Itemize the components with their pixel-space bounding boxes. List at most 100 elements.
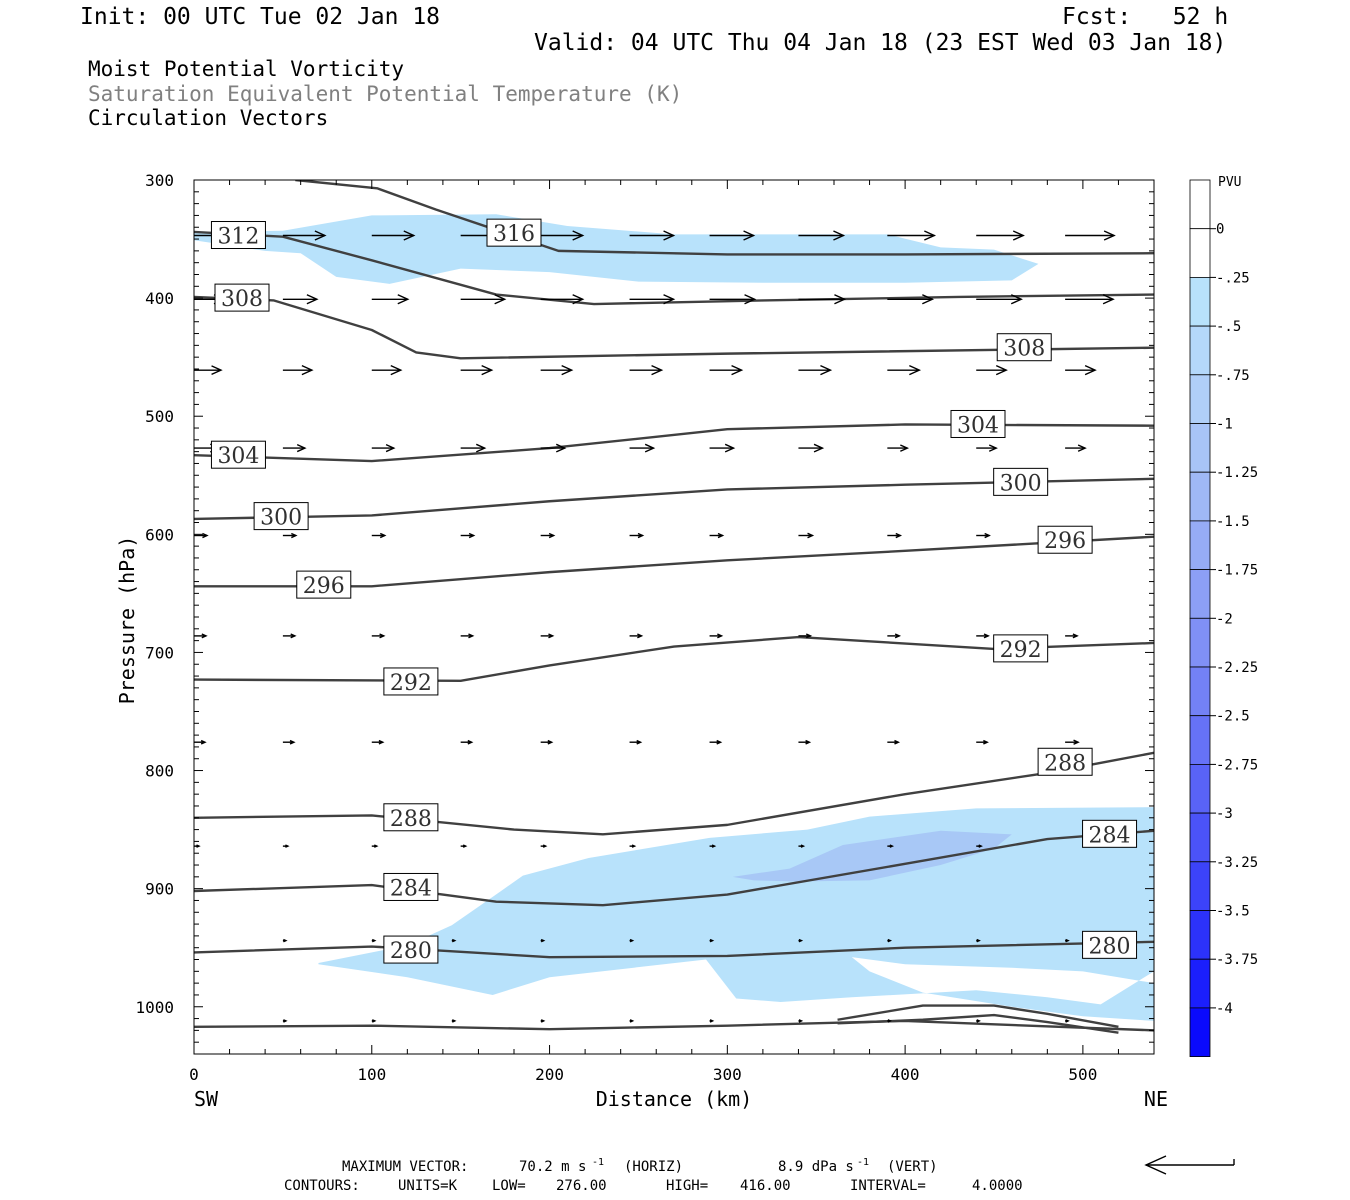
circulation-vector — [460, 294, 507, 305]
circulation-vector — [976, 294, 1023, 305]
contour-label-box — [1037, 525, 1093, 554]
contours-interval-label: INTERVAL= — [850, 1178, 926, 1194]
contour-label: 280 — [390, 939, 432, 964]
contour-label: 288 — [390, 807, 432, 832]
circulation-vector — [887, 365, 922, 376]
circulation-vector — [887, 739, 901, 745]
circulation-vector — [887, 633, 902, 639]
contour-label: 292 — [1000, 638, 1042, 663]
circulation-vector — [282, 365, 314, 376]
circulation-vector — [460, 443, 487, 453]
circulation-vector — [282, 1019, 288, 1023]
circulation-vector — [540, 294, 585, 305]
circulation-vector — [798, 844, 806, 848]
contours-units: UNITS=K — [398, 1178, 458, 1194]
circulation-vector — [194, 365, 223, 376]
contour-316 — [295, 180, 1154, 256]
circulation-vector — [371, 294, 410, 305]
circulation-vector — [709, 739, 723, 745]
circulation-vector — [798, 739, 812, 745]
colorbar-label: -2.5 — [1216, 709, 1250, 725]
x-axis-title: Distance (km) — [596, 1087, 753, 1111]
circulation-vector — [1065, 444, 1087, 452]
circulation-vector — [282, 938, 288, 943]
circulation-vector — [629, 739, 643, 745]
reference-vector — [1144, 1155, 1235, 1175]
circulation-vector — [282, 230, 327, 241]
contour-308 — [194, 295, 1154, 360]
circulation-vector — [798, 294, 847, 305]
axis-ticks — [193, 179, 1155, 1055]
circulation-vector — [976, 938, 981, 943]
circulation-vector — [629, 633, 644, 639]
circulation-vector — [976, 532, 991, 539]
circulation-vector — [371, 444, 396, 453]
circulation-vector — [282, 844, 290, 848]
circulation-vector — [629, 1019, 635, 1023]
circulation-vector — [976, 444, 998, 452]
circulation-vector — [540, 844, 548, 848]
circulation-vector — [629, 443, 656, 453]
circulation-vector — [540, 230, 585, 241]
max-vector-horiz-unit: (HORIZ) — [624, 1159, 683, 1175]
colorbar-label: -1.25 — [1216, 465, 1258, 481]
contours-low-label: LOW= — [492, 1178, 526, 1194]
contour-label-box — [996, 333, 1052, 362]
circulation-vector — [282, 739, 296, 745]
circulation-vector — [1065, 230, 1116, 241]
y-axis-title: Pressure (hPa) — [115, 536, 139, 705]
contour-label: 304 — [217, 444, 259, 469]
contour-label: 296 — [1044, 529, 1086, 554]
circulation-vector — [282, 444, 307, 453]
circulation-vector — [709, 844, 717, 848]
x-tick-label: 300 — [713, 1065, 742, 1084]
circulation-vector — [282, 532, 298, 539]
contour-label-box — [383, 803, 439, 832]
circulation-vector — [460, 532, 476, 539]
max-vector-vert-unit: (VERT) — [887, 1159, 938, 1175]
colorbar-swatch — [1189, 423, 1211, 473]
circulation-vector — [540, 365, 574, 376]
circulation-vector — [976, 230, 1025, 241]
contour-label-box — [253, 502, 309, 531]
max-vector-label: MAXIMUM VECTOR: — [342, 1159, 468, 1175]
circulation-vector — [887, 444, 910, 452]
colorbar-label: -3.75 — [1216, 952, 1258, 968]
colorbar-swatch — [1189, 569, 1211, 619]
contour-label: 284 — [1089, 823, 1131, 848]
x-tick-label: 400 — [891, 1065, 920, 1084]
contour-label: 296 — [303, 574, 345, 599]
colorbar-swatch — [1189, 374, 1211, 424]
x-axis-end-ne: NE — [1144, 1087, 1168, 1111]
circulation-vector — [1065, 938, 1070, 943]
circulation-vector — [887, 1019, 893, 1023]
circulation-vector — [629, 365, 664, 376]
circulation-vector — [629, 532, 645, 539]
circulation-vector — [451, 1019, 457, 1023]
x-tick-label: 500 — [1068, 1065, 1097, 1084]
footer-text: MAXIMUM VECTOR: 70.2 m s -1 (HORIZ) 8.9 dPa … — [284, 1157, 1023, 1194]
contour-label-box — [1082, 819, 1138, 848]
x-tick-label: 100 — [357, 1065, 386, 1084]
contour-unlabeled-11 — [837, 1004, 1119, 1029]
contours-label: CONTOURS: — [284, 1178, 360, 1194]
contour-label: 312 — [217, 225, 259, 250]
contour-300 — [194, 477, 1154, 521]
x-tick-label: 0 — [189, 1065, 199, 1084]
circulation-vector — [371, 938, 377, 943]
circulation-vector — [976, 739, 989, 745]
contour-label: 308 — [1003, 337, 1045, 362]
init-time: Init: 00 UTC Tue 02 Jan 18 — [80, 4, 441, 30]
colorbar-swatch — [1189, 910, 1211, 960]
colorbar-label: -1 — [1216, 417, 1233, 433]
circulation-vector — [976, 633, 990, 639]
colorbar-swatch — [1189, 325, 1211, 376]
circulation-vector — [798, 938, 804, 943]
circulation-vector — [540, 443, 567, 453]
y-tick-label: 500 — [145, 407, 174, 426]
contour-label: 292 — [390, 671, 432, 696]
contour-label: 308 — [221, 287, 263, 312]
contour-label: 288 — [1044, 751, 1086, 776]
circulation-vector — [709, 230, 756, 241]
